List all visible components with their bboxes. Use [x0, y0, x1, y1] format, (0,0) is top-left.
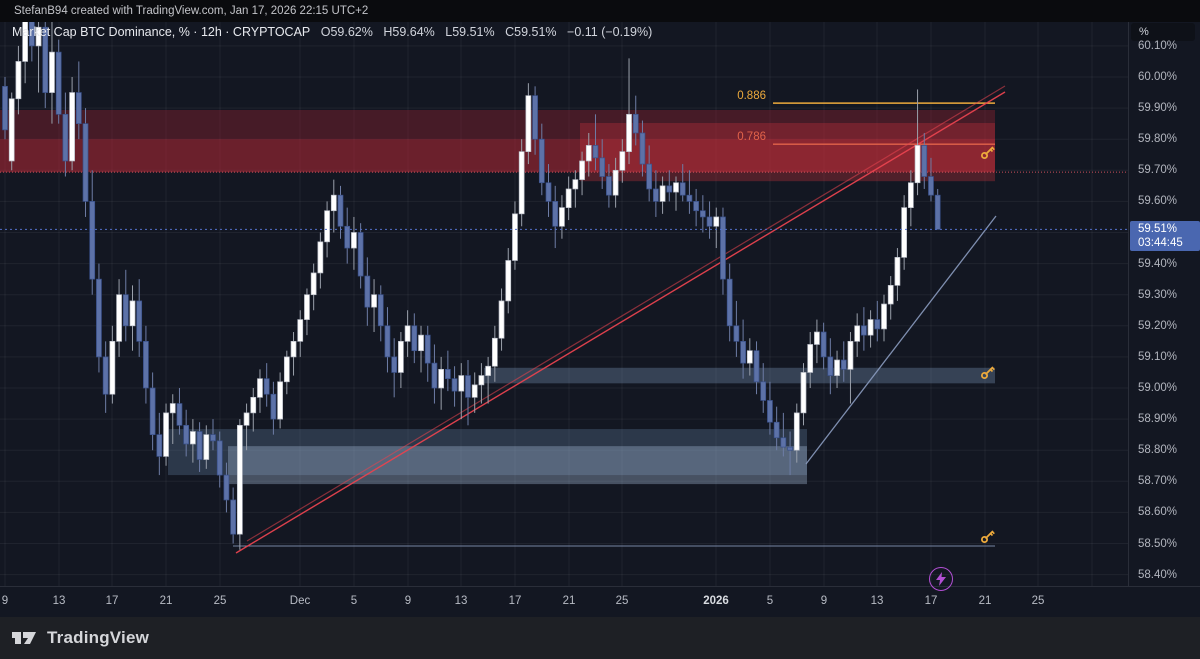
zone-demand-lower-b	[228, 446, 807, 485]
change-value: −0.11 (−0.19%)	[567, 25, 653, 39]
fib-levels-layer: 0.886 0.786	[737, 90, 995, 145]
ohlc-open: O59.62%	[320, 25, 373, 39]
ohlc-high: H59.64%	[383, 25, 435, 39]
last-price-badge[interactable]: 59.51% 03:44:45	[1130, 221, 1200, 252]
price-tick-label: 59.00%	[1138, 382, 1178, 394]
trendline-1	[246, 85, 1006, 542]
zone-demand-lower-a	[168, 429, 807, 476]
price-tick-label: 58.60%	[1138, 506, 1178, 519]
symbol-title[interactable]: Market Cap BTC Dominance, % · 12h · CRYP…	[12, 25, 311, 39]
lightning-button[interactable]	[929, 567, 953, 591]
price-tick-label: 58.70%	[1138, 475, 1178, 488]
trendline-2	[805, 215, 997, 465]
fib-label-0.886: 0.886	[737, 90, 766, 102]
price-tick-label: 59.80%	[1138, 133, 1178, 146]
time-tick-label: 9	[1, 595, 9, 607]
price-tick-label: 59.60%	[1138, 195, 1178, 208]
bar-countdown: 03:44:45	[1138, 237, 1183, 250]
bottom-brand-bar: TradingView	[0, 617, 1200, 659]
price-tick-label: 58.40%	[1138, 568, 1178, 581]
key-icon[interactable]	[981, 146, 995, 159]
attribution-bar: StefanB94 created with TradingView.com, …	[0, 0, 1200, 22]
time-axis[interactable]: 9 13 17 21 25 Dec 5 9 13 17 21 25 2026 5 9 13 17 21 25	[0, 586, 1200, 617]
price-tick-label: 58.80%	[1138, 444, 1178, 457]
price-tick-label: 59.10%	[1138, 350, 1178, 363]
unit-percent-button[interactable]: %	[1131, 23, 1195, 41]
grid-layer	[0, 22, 1128, 586]
time-tick-label: 2026	[703, 595, 729, 607]
time-tick-label: 5	[766, 595, 774, 607]
candles-layer	[2, 22, 941, 550]
price-tick-label: 59.20%	[1138, 319, 1178, 332]
time-tick-label: 17	[924, 595, 938, 607]
time-tick-label: 9	[820, 595, 828, 607]
key-icon[interactable]	[981, 530, 995, 543]
lightning-icon	[936, 572, 946, 586]
price-tick-label: 59.40%	[1138, 257, 1178, 270]
time-tick-label: Dec	[289, 595, 311, 607]
zone-supply-wide	[0, 109, 995, 173]
zone-demand-upper	[484, 367, 995, 384]
symbol-legend: Market Cap BTC Dominance, % · 12h · CRYP…	[12, 25, 659, 39]
fib-label-0.786: 0.786	[737, 131, 766, 143]
time-tick-label: 21	[159, 595, 173, 607]
price-tick-label: 59.30%	[1138, 288, 1178, 301]
ohlc-low: L59.51%	[445, 25, 495, 39]
ohlc-close: C59.51%	[505, 25, 557, 39]
attribution-text: StefanB94 created with TradingView.com, …	[14, 5, 369, 17]
time-tick-label: 5	[350, 595, 358, 607]
price-axis[interactable]: % 59.51% 03:44:45 60.10% 60.00% 59.90% 59.8…	[1128, 22, 1200, 586]
chart-plot-area[interactable]: 0.886 0.786 Market Cap BTC Dominance, % ·…	[0, 22, 1128, 586]
time-tick-label: 25	[213, 595, 227, 607]
time-tick-label: 25	[1031, 595, 1045, 607]
time-tick-label: 21	[562, 595, 576, 607]
time-tick-label: 13	[52, 595, 66, 607]
time-tick-label: 13	[870, 595, 884, 607]
price-tick-label: 60.00%	[1138, 71, 1178, 83]
time-tick-label: 25	[615, 595, 629, 607]
time-tick-label: 21	[978, 595, 992, 607]
time-tick-label: 9	[404, 595, 412, 607]
price-tick-label: 60.10%	[1138, 39, 1178, 52]
price-tick-label: 59.90%	[1138, 102, 1178, 115]
last-price-value: 59.51%	[1138, 223, 1178, 236]
key-icon[interactable]	[981, 366, 995, 379]
time-tick-label: 17	[105, 595, 119, 607]
price-tick-label: 59.70%	[1138, 164, 1178, 177]
time-tick-label: 13	[454, 595, 468, 607]
candlestick-chart[interactable]: 0.886 0.786	[0, 22, 1128, 586]
zones-layer	[0, 109, 995, 485]
trendline-0	[235, 91, 1006, 554]
price-tick-label: 58.90%	[1138, 413, 1178, 426]
trendlines-layer	[235, 85, 1006, 554]
tradingview-logo-text: TradingView	[47, 628, 150, 647]
price-tick-label: 58.50%	[1138, 537, 1178, 550]
time-tick-label: 17	[508, 595, 522, 607]
tradingview-logo-icon	[12, 632, 36, 644]
key-markers-layer	[981, 146, 995, 543]
